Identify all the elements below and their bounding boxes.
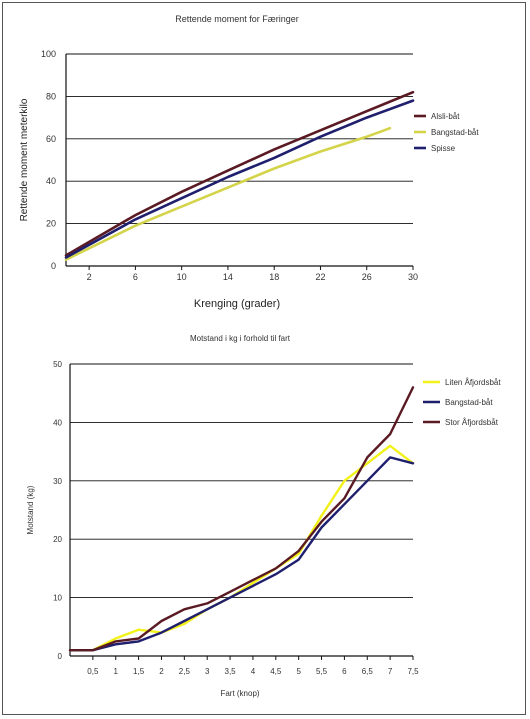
- legend-label: Liten Åfjordsbåt: [445, 378, 501, 387]
- x-tick-label: 2: [159, 667, 164, 676]
- x-tick-label: 7: [388, 667, 393, 676]
- x-tick-label: 5: [296, 667, 301, 676]
- x-tick-label: 3,5: [225, 667, 237, 676]
- x-tick-label: 7,5: [407, 667, 419, 676]
- y-tick-label: 60: [46, 134, 56, 144]
- chart2-title: Motstand i kg i forhold til fart: [190, 334, 291, 343]
- series-line: [64, 126, 392, 261]
- legend-label: Bangstad-båt: [445, 398, 493, 407]
- y-tick-label: 40: [46, 176, 56, 186]
- x-tick-label: 6: [133, 272, 138, 282]
- x-tick-label: 1,5: [133, 667, 145, 676]
- y-tick-label: 10: [53, 594, 62, 603]
- x-tick-label: 30: [408, 272, 418, 282]
- series-line: [64, 90, 415, 257]
- series-line: [68, 386, 415, 652]
- x-tick-label: 6: [342, 667, 347, 676]
- chart2-xlabel: Fart (knop): [220, 689, 259, 698]
- x-tick-label: 0,5: [87, 667, 99, 676]
- x-tick-label: 3: [205, 667, 210, 676]
- chart-rettende-moment: Rettende moment for Færinger Rettende mo…: [19, 14, 479, 310]
- x-tick-label: 2: [87, 272, 92, 282]
- x-tick-label: 2,5: [179, 667, 191, 676]
- chart1-title: Rettende moment for Færinger: [175, 14, 299, 24]
- x-tick-label: 10: [177, 272, 187, 282]
- chart-motstand: Motstand i kg i forhold til fart Motstan…: [26, 334, 501, 698]
- y-tick-label: 40: [53, 418, 62, 427]
- chart2-ylabel: Motstand (kg): [26, 485, 35, 534]
- legend-label: Alsli-båt: [431, 112, 460, 121]
- x-tick-label: 14: [223, 272, 233, 282]
- x-tick-label: 6,5: [362, 667, 374, 676]
- series-line: [64, 99, 415, 259]
- x-tick-label: 26: [362, 272, 372, 282]
- x-tick-label: 5,5: [316, 667, 328, 676]
- x-tick-label: 22: [315, 272, 325, 282]
- x-tick-label: 4: [251, 667, 256, 676]
- legend-label: Spisse: [431, 144, 456, 153]
- x-tick-label: 4,5: [270, 667, 282, 676]
- chart1-xlabel: Krenging (grader): [194, 298, 280, 310]
- y-tick-label: 20: [53, 535, 62, 544]
- y-tick-label: 80: [46, 91, 56, 101]
- y-tick-label: 20: [46, 219, 56, 229]
- y-tick-label: 0: [58, 652, 63, 661]
- chart1-ylabel: Rettende moment meterkilo: [19, 98, 30, 221]
- y-tick-label: 0: [51, 261, 56, 271]
- y-tick-label: 100: [41, 49, 56, 59]
- legend-label: Stor Åfjordsbåt: [445, 418, 499, 427]
- series-line: [68, 444, 415, 652]
- x-tick-label: 18: [269, 272, 279, 282]
- y-tick-label: 30: [53, 477, 62, 486]
- x-tick-label: 1: [114, 667, 119, 676]
- series-line: [68, 456, 415, 652]
- y-tick-label: 50: [53, 360, 62, 369]
- legend-label: Bangstad-båt: [431, 128, 479, 137]
